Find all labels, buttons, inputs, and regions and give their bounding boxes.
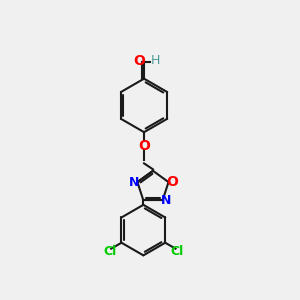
Text: N: N	[129, 176, 139, 189]
Text: N: N	[161, 194, 171, 207]
Text: O: O	[138, 139, 150, 152]
Text: H: H	[151, 54, 160, 67]
Text: O: O	[166, 175, 178, 189]
Text: Cl: Cl	[103, 244, 116, 258]
Text: O: O	[133, 54, 145, 68]
Text: Cl: Cl	[170, 244, 184, 258]
